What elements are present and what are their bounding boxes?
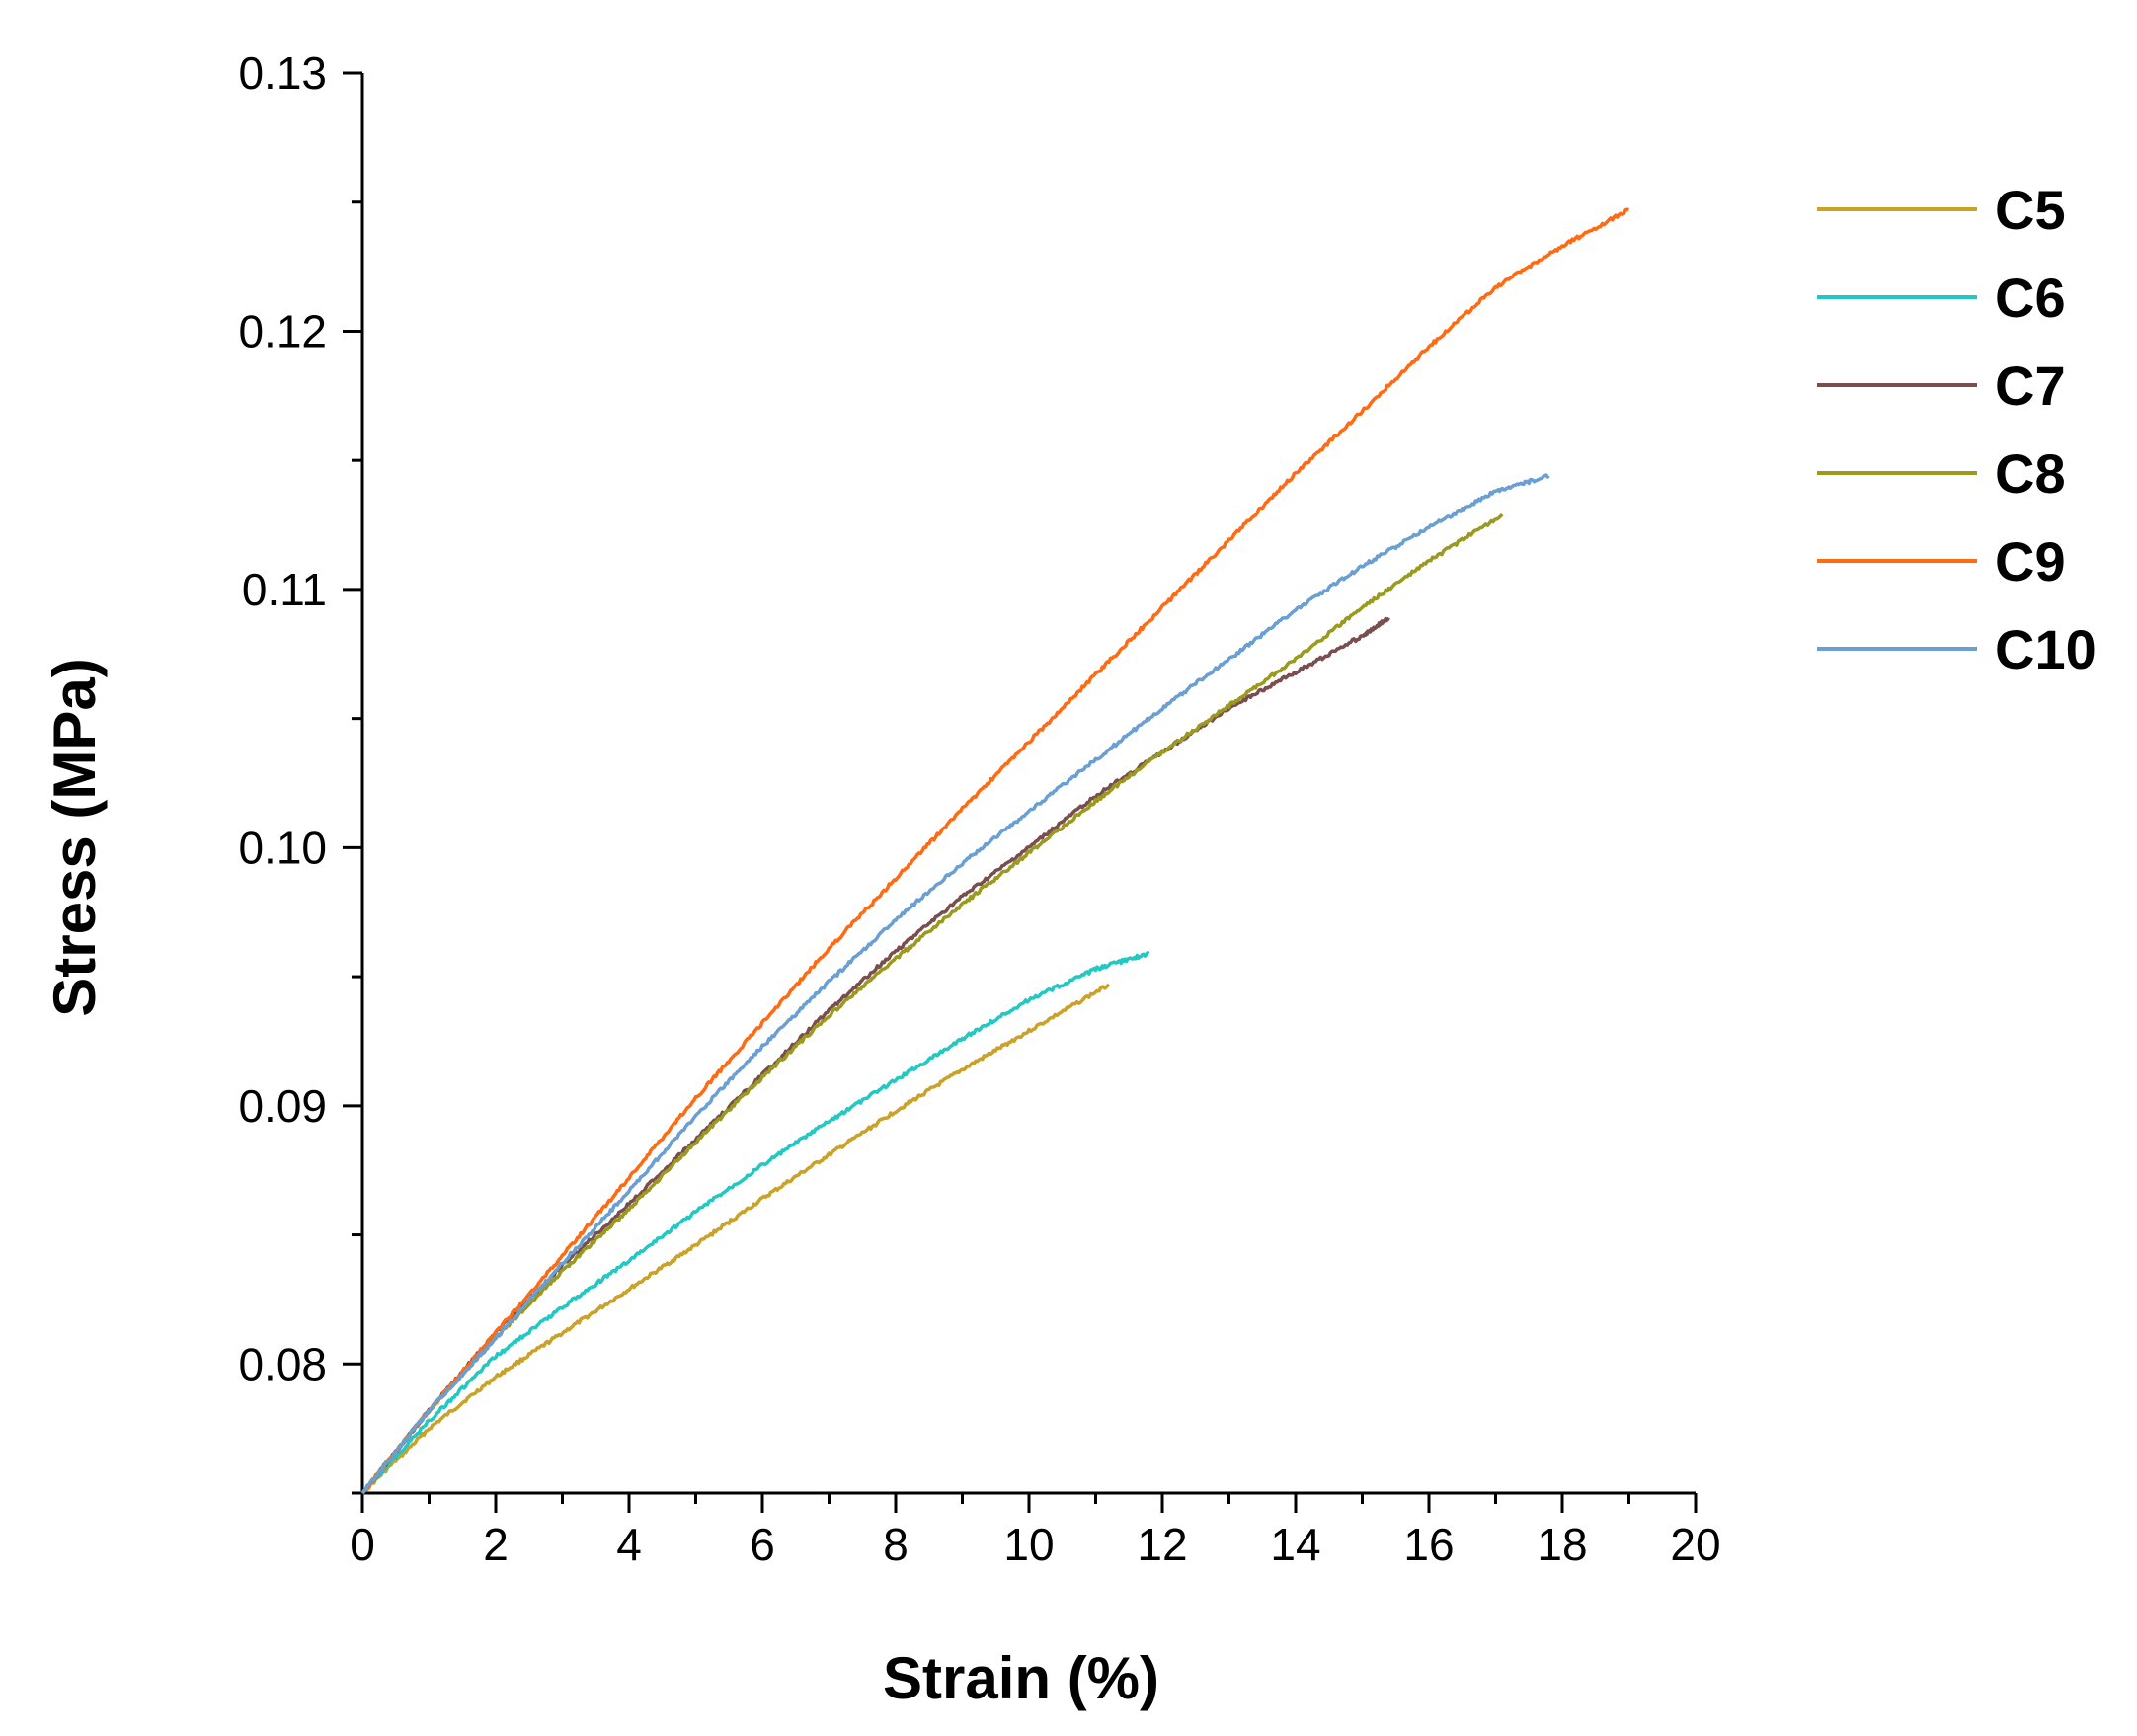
x-tick-label: 16 xyxy=(1403,1519,1454,1570)
x-tick-label: 2 xyxy=(483,1519,509,1570)
legend-label-c9: C9 xyxy=(1995,530,2066,592)
y-tick-label: 0.08 xyxy=(238,1338,327,1389)
y-tick-label: 0.10 xyxy=(238,822,327,873)
legend-label-c10: C10 xyxy=(1995,618,2097,680)
legend-label-c5: C5 xyxy=(1995,179,2066,241)
series-line-c9 xyxy=(360,207,1629,1495)
series-lines xyxy=(360,207,1629,1495)
series-line-c6 xyxy=(360,950,1150,1495)
series-line-c10 xyxy=(360,473,1550,1495)
series-line-c8 xyxy=(360,513,1504,1495)
x-tick-label: 14 xyxy=(1270,1519,1320,1570)
y-tick-label: 0.09 xyxy=(238,1080,327,1132)
legend-label-c7: C7 xyxy=(1995,355,2066,417)
x-tick-label: 4 xyxy=(616,1519,642,1570)
y-tick-label: 0.11 xyxy=(242,564,327,615)
legend-label-c8: C8 xyxy=(1995,442,2066,505)
x-axis-title: Strain (%) xyxy=(883,1645,1159,1711)
axes: 0 2 4 6 8 10 12 14 16 18 20 0.08 0.09 0.10 0.11 0.12 0.1… xyxy=(238,47,1720,1570)
x-tick-label: 6 xyxy=(750,1519,775,1570)
y-tick-label: 0.13 xyxy=(238,47,327,99)
x-tick-label: 12 xyxy=(1137,1519,1187,1570)
y-tick-label: 0.12 xyxy=(238,305,327,356)
x-tick-label: 0 xyxy=(350,1519,375,1570)
x-tick-label: 20 xyxy=(1670,1519,1720,1570)
x-tick-label: 10 xyxy=(1003,1519,1054,1570)
y-axis-title: Stress (MPa) xyxy=(41,658,108,1016)
legend-label-c6: C6 xyxy=(1995,267,2066,329)
legend: C5 C6 C7 C8 C9 C10 xyxy=(1817,179,2097,680)
x-tick-label: 18 xyxy=(1537,1519,1587,1570)
x-tick-label: 8 xyxy=(883,1519,909,1570)
series-line-c5 xyxy=(360,983,1111,1495)
